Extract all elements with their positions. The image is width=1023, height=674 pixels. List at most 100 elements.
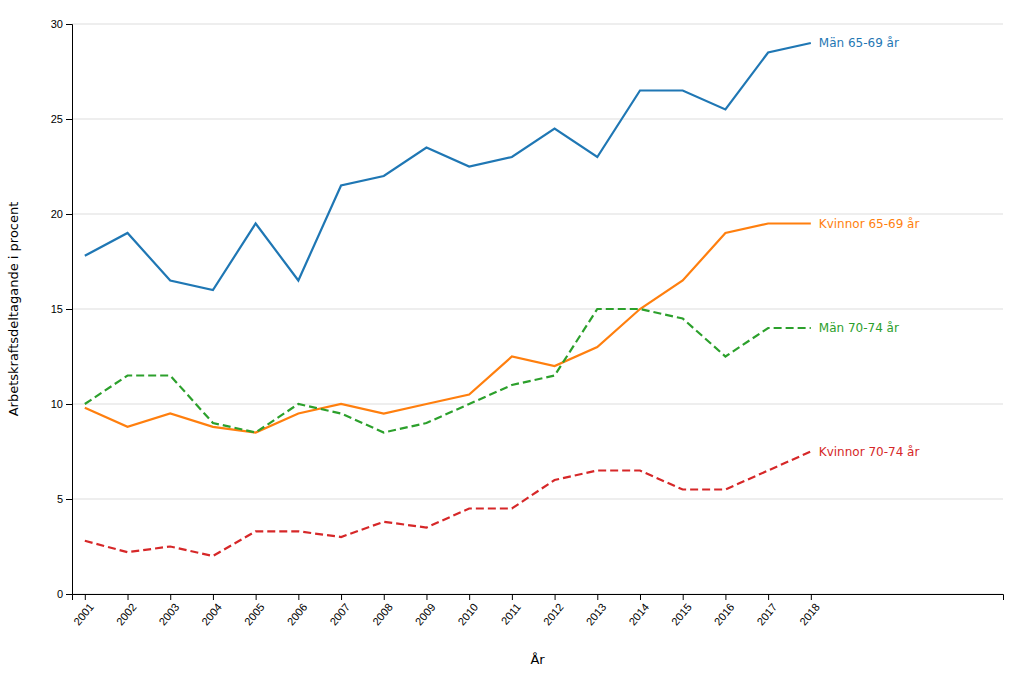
x-tick: 2010 [455,594,480,627]
x-tick-label: 2009 [413,601,438,627]
y-tick-mark [66,499,72,500]
x-tick-label: 2014 [626,601,651,627]
x-tick-label: 2006 [285,601,310,627]
x-tick: 2018 [797,594,822,627]
grid-line [72,214,1003,215]
x-tick-mark [811,594,812,600]
x-tick: 2012 [541,594,566,627]
y-axis-line [66,25,73,595]
y-tick: 10 [51,398,72,410]
x-tick: 2007 [327,594,352,627]
series-label: Män 65-69 år [819,36,899,50]
x-tick: 2001 [71,594,96,627]
x-tick: 2016 [712,594,737,627]
x-tick-label: 2017 [754,601,779,627]
x-tick-label: 2003 [156,601,181,627]
x-tick-mark [341,594,342,600]
x-tick: 2002 [114,594,139,627]
x-tick: 2017 [754,594,779,627]
y-tick: 30 [51,18,72,30]
y-tick-label: 30 [51,18,63,30]
x-tick-mark [469,594,470,600]
y-tick-label: 15 [51,303,63,315]
y-tick-mark [66,594,72,595]
y-tick-mark [66,309,72,310]
y-tick-label: 20 [51,208,63,220]
y-tick-mark [66,214,72,215]
x-tick-mark [768,594,769,600]
x-tick-mark [170,594,171,600]
grid-line [72,24,1003,25]
x-tick: 2003 [156,594,181,627]
x-tick-mark [213,594,214,600]
x-tick-mark [85,594,86,600]
x-tick-mark [683,594,684,600]
x-tick-mark [512,594,513,600]
grid-line [72,499,1003,500]
x-tick-mark [725,594,726,600]
x-tick-label: 2015 [669,601,694,627]
series-labels: Män 65-69 år Kvinnor 65-69 år Män 70-74 år… [819,36,920,459]
x-tick-label: 2011 [499,601,523,627]
x-tick-label: 2008 [370,601,395,627]
x-tick-mark [640,594,641,600]
series-label: Män 70-74 år [819,321,899,335]
x-tick-label: 2001 [71,601,96,627]
x-tick: 2014 [626,594,651,627]
chart: 2001200220032004200520062007200820092010… [0,0,1023,674]
y-tick-label: 0 [57,588,63,600]
y-tick-mark [66,24,72,25]
x-tick: 2008 [370,594,395,627]
x-tick-mark [298,594,299,600]
series-line [85,43,811,290]
grid-line [72,404,1003,405]
plot-area: 2001200220032004200520062007200820092010… [51,18,1004,627]
y-tick: 15 [51,303,72,315]
x-tick-mark [128,594,129,600]
x-axis: 2001 2002 2003 2004 2005 2006 2007 2008 2009 2010… [71,594,1003,627]
grid-line [72,309,1003,310]
y-tick: 0 [57,588,72,600]
x-tick-label: 2012 [541,601,566,627]
x-tick-mark [384,594,385,600]
x-tick-mark [555,594,556,600]
x-tick: 2005 [242,594,267,627]
y-tick-label: 10 [51,398,63,410]
y-tick-label: 5 [57,493,63,505]
grid [72,24,1003,594]
x-tick-label: 2013 [584,601,609,627]
x-tick-label: 2010 [455,601,480,627]
lines [85,43,811,556]
y-tick: 5 [57,493,72,505]
y-tick: 25 [51,113,72,125]
series-line [85,452,811,557]
x-tick-label: 2007 [327,601,352,627]
grid-line [72,119,1003,120]
x-tick-label: 2016 [712,601,737,627]
series-line [85,309,811,433]
x-tick-label: 2018 [797,601,822,627]
x-tick-label: 2004 [199,601,224,627]
y-tick-mark [66,404,72,405]
series-label: Kvinnor 65-69 år [819,217,920,231]
x-tick-mark [426,594,427,600]
x-axis-title: År [530,652,545,667]
y-tick: 20 [51,208,72,220]
series-line [85,224,811,433]
x-tick-mark [256,594,257,600]
x-tick: 2015 [669,594,694,627]
y-tick-mark [66,119,72,120]
x-tick: 2011 [499,594,523,627]
y-axis-title: Arbetskraftsdeltagande i procent [6,202,21,417]
x-tick-label: 2002 [114,601,139,627]
x-tick-mark [597,594,598,600]
x-tick: 2009 [413,594,438,627]
y-axis: 0 5 10 15 20 25 30 [51,18,73,600]
y-tick-label: 25 [51,113,63,125]
x-tick-label: 2005 [242,601,267,627]
series-label: Kvinnor 70-74 år [819,445,920,459]
x-tick: 2006 [285,594,310,627]
x-axis-line [73,595,1004,601]
x-tick: 2013 [584,594,609,627]
x-tick: 2004 [199,594,224,627]
